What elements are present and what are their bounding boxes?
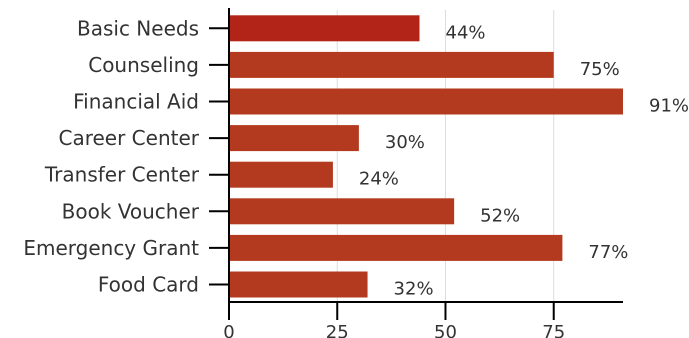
value-labels: 44% 75% 91% 30% 24% 52% 77% 32%: [359, 22, 689, 299]
value-label-emergency-grant: 77%: [588, 242, 628, 263]
bar-transfer-center: [229, 161, 333, 188]
category-label-financial-aid: Financial Aid: [73, 90, 199, 114]
x-tick-label-75: 75: [542, 322, 565, 338]
x-tick-label-0: 0: [223, 322, 234, 338]
bar-career-center: [229, 125, 359, 152]
value-label-career-center: 30%: [385, 132, 425, 153]
category-label-transfer-center: Transfer Center: [44, 163, 200, 187]
bar-food-card: [229, 271, 368, 298]
x-ticks: 0 25 50 75: [223, 302, 565, 338]
value-label-transfer-center: 24%: [359, 169, 399, 190]
value-label-financial-aid: 91%: [649, 96, 689, 117]
category-label-counseling: Counseling: [88, 53, 199, 77]
category-label-food-card: Food Card: [98, 273, 199, 297]
category-label-career-center: Career Center: [58, 126, 199, 150]
category-label-basic-needs: Basic Needs: [77, 16, 199, 40]
bar-counseling: [229, 51, 554, 78]
x-tick-label-50: 50: [434, 322, 457, 338]
value-label-counseling: 75%: [580, 59, 620, 80]
bar-financial-aid: [229, 88, 623, 115]
bar-basic-needs: [229, 15, 420, 42]
x-tick-label-25: 25: [326, 322, 349, 338]
value-label-food-card: 32%: [394, 279, 434, 300]
value-label-basic-needs: 44%: [446, 22, 486, 43]
bar-book-voucher: [229, 198, 455, 225]
category-labels: Basic Needs Counseling Financial Aid Career…: [23, 16, 199, 296]
axes: [209, 8, 623, 303]
category-label-emergency-grant: Emergency Grant: [23, 236, 199, 260]
value-label-book-voucher: 52%: [480, 205, 520, 226]
category-label-book-voucher: Book Voucher: [62, 199, 200, 223]
bar-emergency-grant: [229, 234, 563, 261]
bars: [229, 15, 623, 298]
